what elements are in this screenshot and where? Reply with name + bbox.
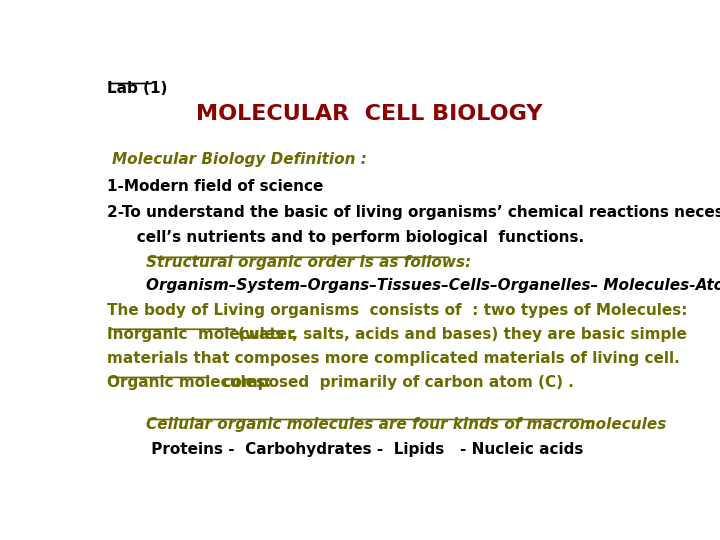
Text: materials that composes more complicated materials of living cell.: materials that composes more complicated…	[107, 351, 680, 366]
Text: MOLECULAR  CELL BIOLOGY: MOLECULAR CELL BIOLOGY	[196, 104, 542, 124]
Text: cell’s nutrients and to perform biological  functions.: cell’s nutrients and to perform biologic…	[121, 230, 584, 245]
Text: Molecular Biology Definition :: Molecular Biology Definition :	[112, 152, 367, 167]
Text: Organic molecules:: Organic molecules:	[107, 375, 271, 390]
Text: 2-To understand the basic of living organisms’ chemical reactions necessary to b: 2-To understand the basic of living orga…	[107, 205, 720, 220]
Text: (water, salts, acids and bases) they are basic simple: (water, salts, acids and bases) they are…	[238, 327, 687, 342]
Text: The body of Living organisms  consists of  : two types of Molecules:: The body of Living organisms consists of…	[107, 302, 687, 318]
Text: Proteins -  Carbohydrates -  Lipids   - Nucleic acids: Proteins - Carbohydrates - Lipids - Nucl…	[145, 442, 583, 457]
Text: Cellular organic molecules are four kinds of macromolecules: Cellular organic molecules are four kind…	[145, 417, 666, 432]
Text: Lab (1): Lab (1)	[107, 82, 167, 97]
Text: :: :	[585, 417, 591, 432]
Text: Structural organic order is as follows:: Structural organic order is as follows:	[145, 255, 471, 270]
Text: composed  primarily of carbon atom (C) .: composed primarily of carbon atom (C) .	[212, 375, 574, 390]
Text: Inorganic  molecules :: Inorganic molecules :	[107, 327, 301, 342]
Text: 1-Modern field of science: 1-Modern field of science	[107, 179, 323, 194]
Text: Organism–System–Organs–Tissues–Cells–Organelles– Molecules-Atoms: Organism–System–Organs–Tissues–Cells–Org…	[145, 278, 720, 293]
